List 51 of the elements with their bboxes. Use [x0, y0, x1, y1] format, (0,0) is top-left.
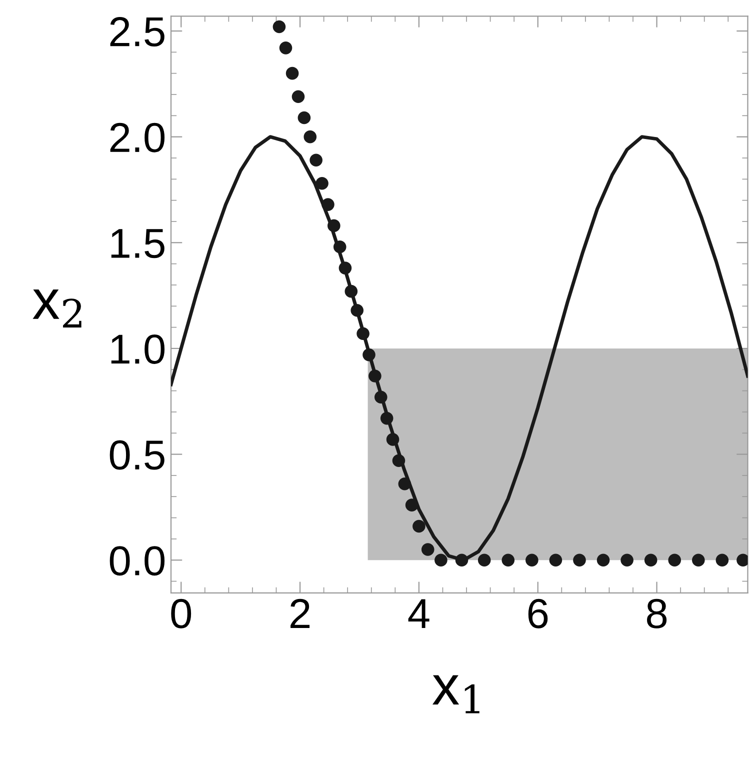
y-axis-title: x$_{2}$ — [32, 289, 82, 328]
y-tick-label: 1.5 — [111, 229, 164, 258]
point — [573, 554, 586, 566]
point — [398, 478, 412, 490]
x-tick-label: 6 — [528, 598, 548, 628]
point — [455, 554, 468, 566]
point — [316, 176, 328, 190]
point — [272, 20, 286, 34]
y-tick-label: 1.0 — [111, 334, 165, 364]
point — [596, 554, 610, 566]
x-tick-label: 0 — [171, 598, 192, 628]
point — [322, 198, 334, 211]
y-tick-label: 0.5 — [110, 440, 164, 470]
point — [286, 66, 299, 80]
point — [350, 304, 364, 317]
point — [362, 348, 376, 362]
point — [644, 554, 658, 566]
point — [405, 498, 418, 512]
point — [344, 284, 358, 298]
point — [668, 554, 682, 566]
point — [549, 554, 562, 566]
point — [328, 219, 340, 232]
point — [356, 327, 370, 340]
point — [434, 554, 448, 566]
point — [368, 370, 382, 382]
point — [292, 90, 305, 104]
y-tick-label: 0.0 — [110, 546, 165, 576]
x-tick-label: 2 — [290, 598, 310, 628]
point — [392, 454, 406, 468]
y-tick-label: 2.5 — [110, 17, 164, 47]
point — [412, 520, 426, 533]
point — [478, 554, 491, 566]
point — [304, 130, 317, 144]
point — [502, 554, 515, 566]
x-axis-title: x$_{1}$ — [432, 675, 480, 714]
point — [333, 240, 346, 254]
y-tick-label: 2.0 — [110, 122, 165, 152]
x-tick-label: 4 — [408, 599, 430, 628]
point — [380, 412, 394, 425]
point — [279, 42, 292, 54]
point — [526, 554, 538, 566]
point — [310, 154, 322, 167]
point — [386, 433, 400, 446]
point — [620, 554, 634, 566]
point — [374, 390, 388, 404]
point — [298, 111, 311, 124]
point — [716, 554, 729, 566]
point — [692, 554, 705, 566]
point — [421, 543, 434, 556]
point — [338, 262, 352, 274]
x-tick-label: 8 — [647, 598, 667, 628]
